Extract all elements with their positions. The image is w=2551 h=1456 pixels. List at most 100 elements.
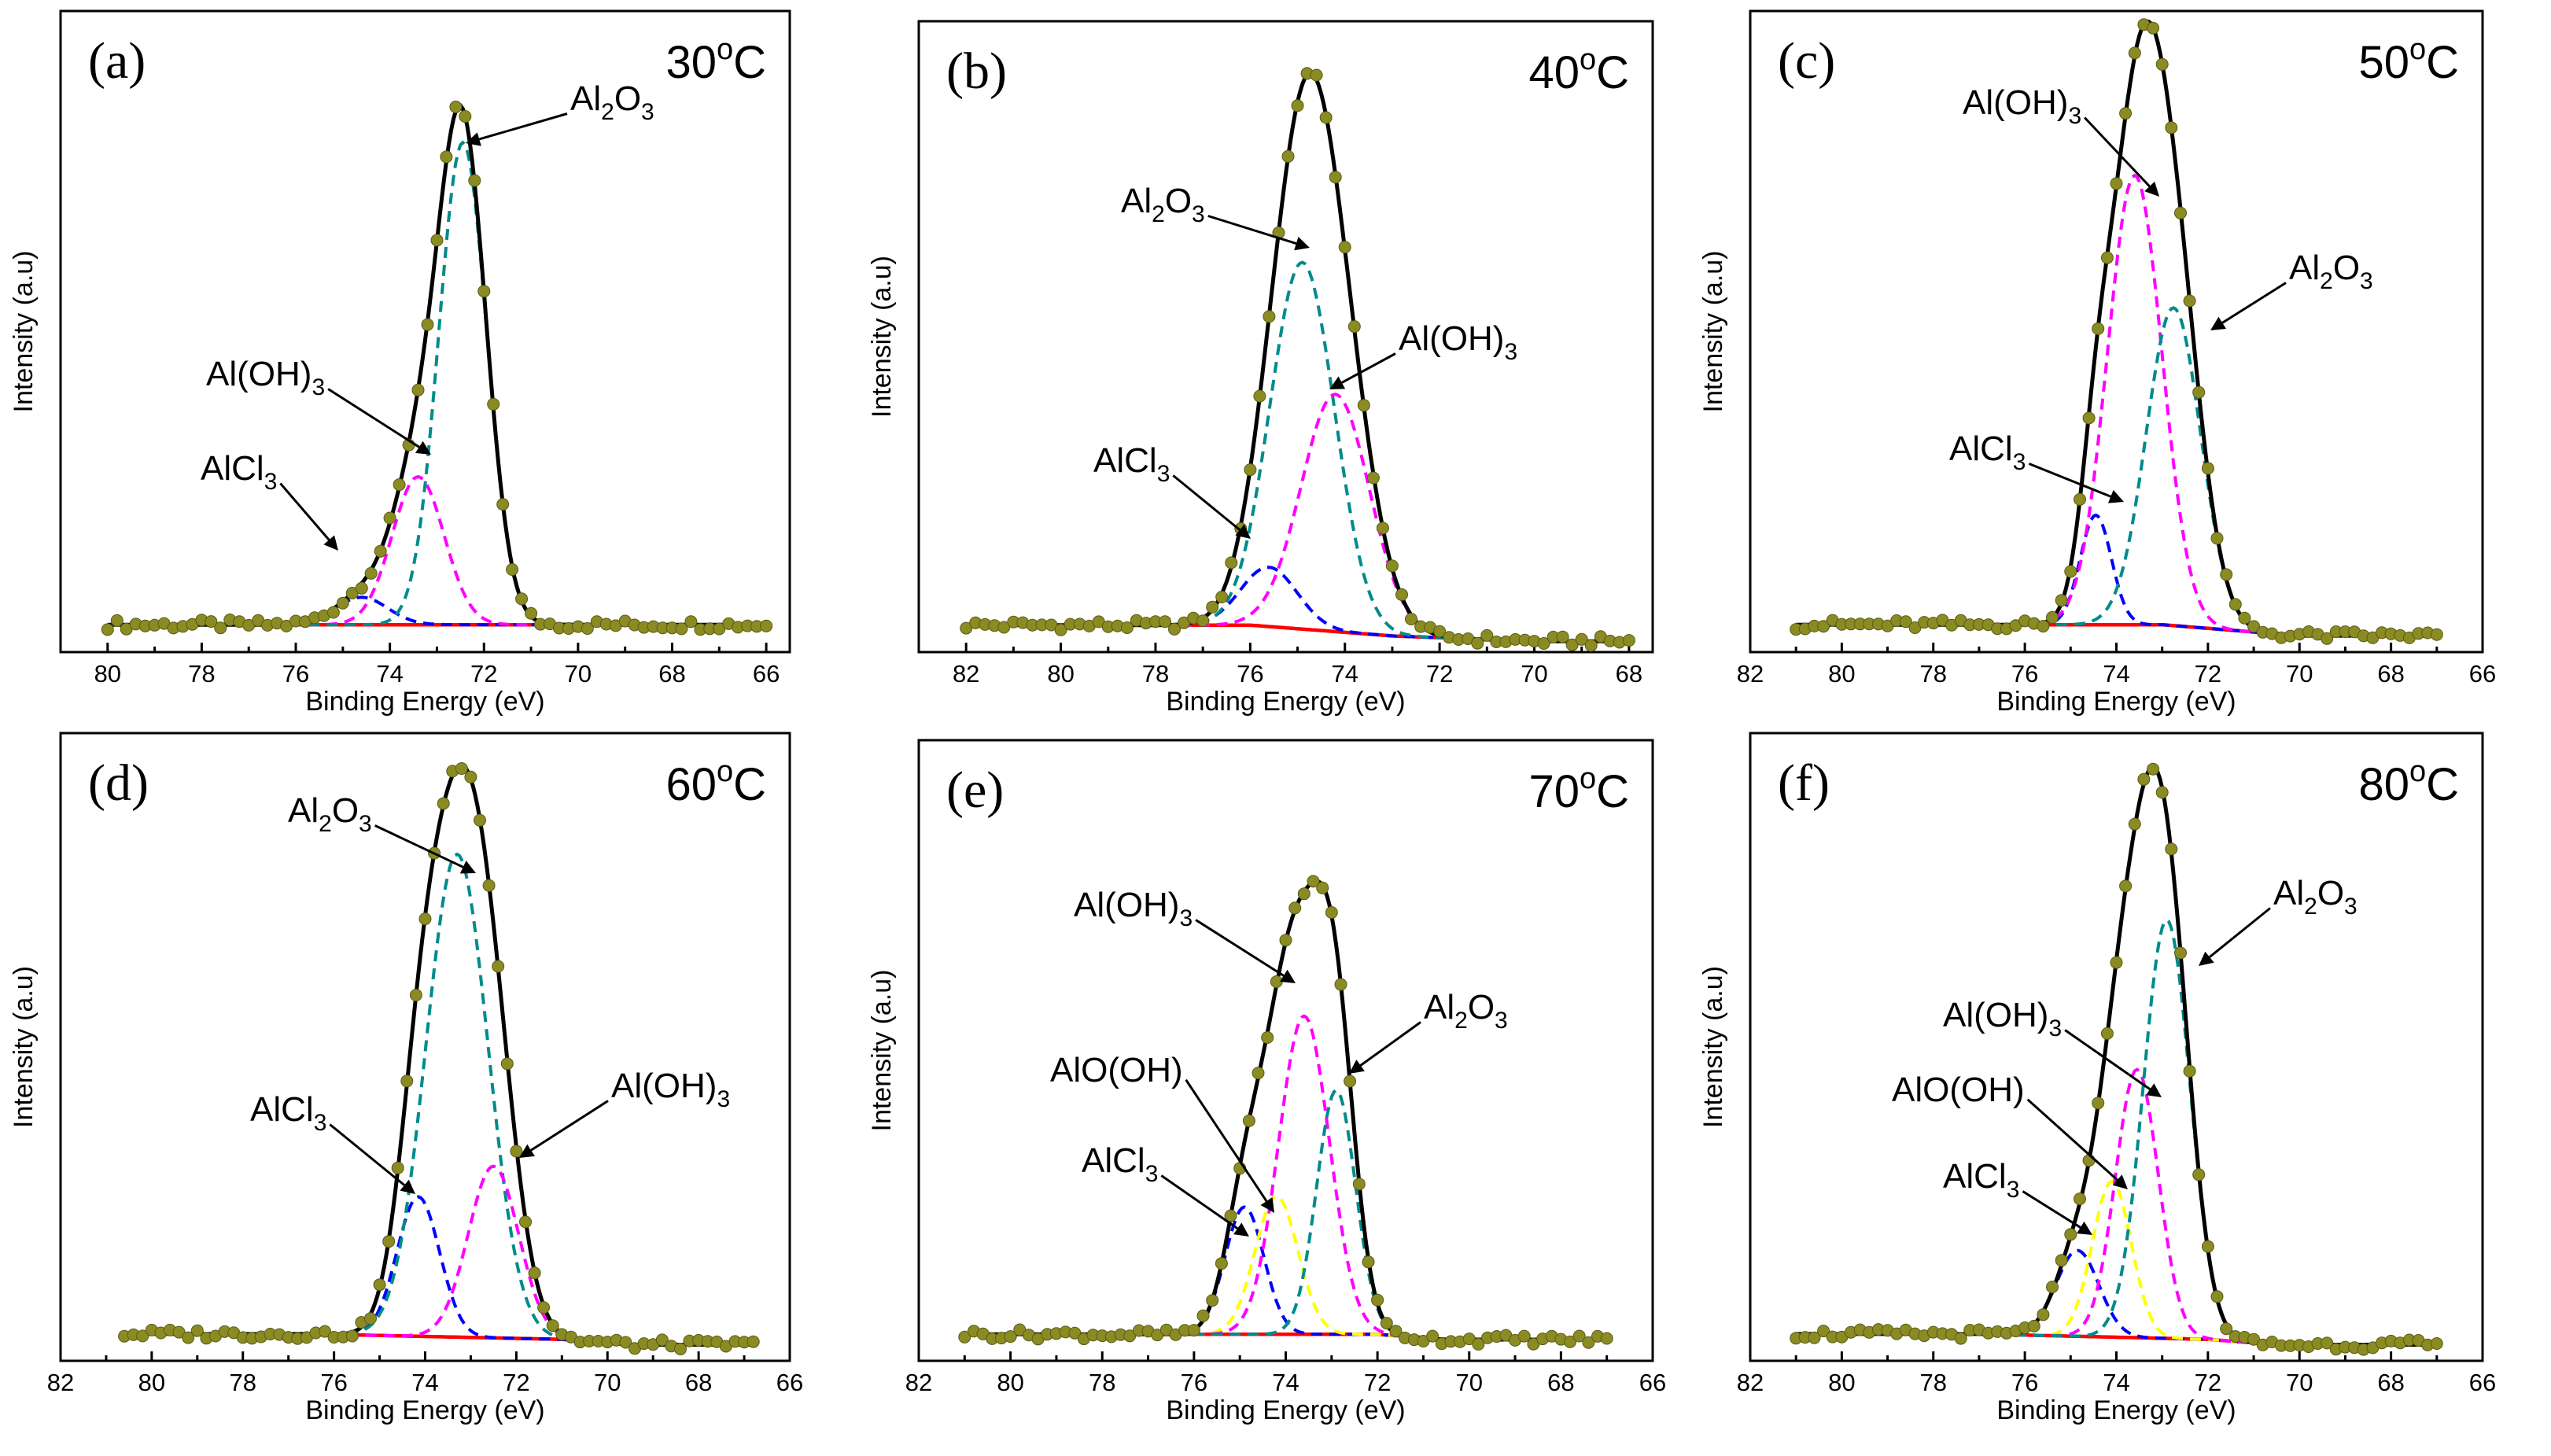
data-point <box>2201 462 2214 475</box>
component-aloh3 <box>1978 1067 2277 1347</box>
data-point <box>1380 1317 1393 1330</box>
data-point <box>459 110 472 123</box>
data-point <box>1954 1332 1967 1345</box>
data-point <box>418 912 432 926</box>
data-point <box>2037 1308 2050 1321</box>
x-tick-label: 76 <box>282 660 309 687</box>
data-point <box>2128 817 2141 831</box>
data-point <box>393 478 406 492</box>
panel-d: 82 80 78 76 74 72 70 68 66 Binding Energy (eV) Int… <box>9 732 803 1425</box>
data-point <box>2430 628 2443 641</box>
temperature-label: 60oC <box>665 755 766 810</box>
data-point <box>1366 471 1380 485</box>
x-tick-label: 78 <box>1142 660 1169 687</box>
component-alcl3 <box>272 595 578 627</box>
data-point <box>1225 556 1238 569</box>
x-tick-label: 70 <box>2286 1369 2313 1396</box>
data-point <box>2128 46 2141 60</box>
label-arrow <box>478 112 568 141</box>
x-tick-label: 76 <box>1237 660 1263 687</box>
data-point <box>421 318 434 331</box>
x-tick-label: 72 <box>1426 660 1453 687</box>
data-point <box>1159 615 1171 628</box>
label-arrow <box>279 482 330 541</box>
label-arrow <box>2028 463 2111 498</box>
label-arrow-head <box>2107 489 2124 503</box>
x-tick-label: 72 <box>2195 1369 2221 1396</box>
data-point <box>190 1324 204 1337</box>
x-tick-label: 68 <box>1616 660 1642 687</box>
data-point <box>364 566 378 580</box>
x-tick-label: 70 <box>2286 660 2313 687</box>
peak-label-alcl3: AlCl3 <box>201 449 277 495</box>
data-point <box>1362 1255 1375 1269</box>
data-point <box>1582 1336 1595 1349</box>
fit-envelope <box>966 71 1629 643</box>
panel-label: (f) <box>1778 754 1830 812</box>
y-axis-label: Intensity (a.u) <box>9 251 39 413</box>
label-arrow-head <box>1294 237 1310 251</box>
y-axis-label: Intensity (a.u) <box>867 256 897 418</box>
data-point <box>464 770 477 783</box>
data-point <box>455 762 468 775</box>
data-point <box>1817 1325 1830 1338</box>
data-point <box>2100 1027 2114 1040</box>
label-arrow-head <box>2112 1174 2128 1189</box>
peak-label-al2o3: Al2O3 <box>1424 988 1508 1034</box>
temperature-label: 50oC <box>2358 33 2459 88</box>
data-point <box>1224 1209 1237 1222</box>
data-point <box>2037 620 2050 633</box>
x-tick-label: 74 <box>411 1369 438 1396</box>
label-arrow <box>327 388 420 448</box>
x-axis-label: Binding Energy (eV) <box>1166 687 1405 717</box>
data-point <box>1279 934 1292 947</box>
data-point <box>2074 492 2086 506</box>
data-point <box>1196 614 1210 628</box>
data-point <box>2183 294 2196 308</box>
label-arrow-head <box>1235 524 1251 539</box>
label-arrow-head <box>1260 1197 1274 1213</box>
data-point <box>382 1235 396 1248</box>
data-point <box>1244 463 1257 477</box>
y-axis-label: Intensity (a.u) <box>867 970 897 1132</box>
x-tick-label: 82 <box>1737 1369 1764 1396</box>
x-tick-label: 66 <box>2469 660 2496 687</box>
data-point <box>1433 625 1447 638</box>
data-point <box>2165 842 2178 856</box>
label-arrow <box>2022 1190 2081 1229</box>
data-point <box>1206 1294 1219 1307</box>
peak-label-aloh3: Al(OH)3 <box>611 1067 730 1112</box>
data-point <box>326 606 340 619</box>
data-point <box>1310 68 1323 82</box>
data-point <box>2247 1333 2261 1346</box>
data-point <box>477 285 491 298</box>
data-point <box>364 1312 377 1325</box>
data-point <box>1622 634 1635 647</box>
data-point <box>496 498 510 511</box>
data-point <box>581 622 594 635</box>
data-point <box>1338 241 1351 254</box>
data-point <box>1297 887 1311 901</box>
component-al2o3 <box>1978 917 2277 1347</box>
fit-envelope <box>1796 19 2437 638</box>
component-al2o3 <box>1157 1088 1447 1341</box>
peak-label-al2o3: Al2O3 <box>2273 874 2357 920</box>
x-tick-label: 66 <box>1639 1369 1666 1396</box>
data-point <box>1054 623 1067 636</box>
label-arrow-head <box>2210 316 2227 330</box>
plot-frame <box>1749 732 2484 1362</box>
x-tick-label: 70 <box>565 660 592 687</box>
data-point <box>1389 1325 1403 1338</box>
data-point <box>2064 565 2077 578</box>
peak-label-al2o3: Al2O3 <box>2289 249 2373 294</box>
data-point <box>1334 978 1347 991</box>
x-tick-label: 72 <box>470 660 497 687</box>
x-tick-label: 68 <box>1547 1369 1574 1396</box>
data-point <box>2092 322 2105 335</box>
data-point <box>958 1330 971 1344</box>
x-tick-label: 80 <box>997 1369 1023 1396</box>
y-axis-label: Intensity (a.u) <box>1698 966 1728 1128</box>
data-point <box>2119 107 2133 120</box>
x-tick-label: 82 <box>953 660 979 687</box>
label-arrow-head <box>323 535 338 551</box>
